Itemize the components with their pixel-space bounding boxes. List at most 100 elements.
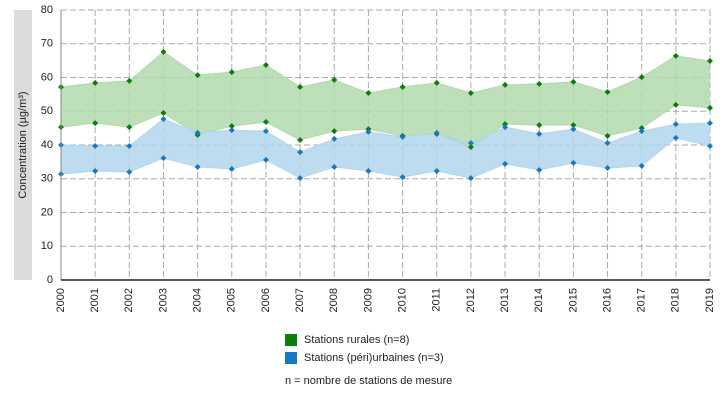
x-tick-label: 2013	[499, 288, 511, 312]
y-tick-label: 10	[41, 240, 53, 252]
legend-swatch	[285, 334, 297, 346]
marker	[228, 127, 235, 134]
legend-swatch	[285, 352, 297, 364]
range-edge	[60, 104, 711, 148]
marker	[160, 48, 167, 55]
marker	[502, 121, 509, 128]
marker	[160, 155, 167, 162]
marker	[638, 74, 645, 81]
marker	[92, 79, 99, 86]
marker	[194, 163, 201, 170]
note: n = nombre de stations de mesure	[285, 375, 452, 387]
marker	[433, 167, 440, 174]
x-tick-label: 2006	[260, 288, 272, 312]
x-tick-label: 2000	[55, 288, 67, 312]
marker	[672, 101, 679, 108]
marker	[92, 167, 99, 174]
marker	[467, 144, 474, 151]
marker	[433, 79, 440, 86]
y-tick-label: 80	[41, 4, 53, 16]
marker	[536, 130, 543, 137]
marker	[604, 164, 611, 171]
x-tick-label: 2008	[328, 288, 340, 312]
marker	[126, 169, 133, 175]
marker	[228, 165, 235, 172]
marker	[707, 120, 713, 127]
legend-label: Stations (péri)urbaines (n=3)	[304, 352, 444, 364]
marker	[399, 174, 406, 181]
marker	[160, 109, 167, 116]
marker	[331, 76, 338, 83]
marker	[638, 162, 645, 169]
marker	[126, 143, 133, 150]
marker	[399, 133, 406, 140]
marker	[570, 122, 577, 129]
x-tick-label: 2016	[601, 288, 613, 312]
marker	[672, 121, 679, 128]
marker	[502, 160, 509, 167]
marker	[194, 72, 201, 79]
marker	[365, 90, 372, 97]
marker	[467, 90, 474, 97]
marker	[502, 81, 509, 88]
y-tick-label: 50	[41, 105, 53, 117]
marker	[707, 104, 713, 111]
x-tick-label: 2004	[192, 288, 204, 312]
marker	[604, 139, 611, 146]
marker	[262, 156, 269, 163]
marker	[536, 80, 543, 87]
range-edge	[60, 118, 711, 153]
marker	[707, 57, 713, 64]
marker	[262, 119, 269, 126]
marker	[604, 89, 611, 96]
y-tick-label: 30	[41, 173, 53, 185]
marker	[467, 139, 474, 146]
marker	[570, 126, 577, 133]
marker	[331, 135, 338, 142]
marker	[604, 132, 611, 139]
range-band	[61, 119, 710, 179]
marker	[331, 163, 338, 170]
range-edge	[60, 137, 711, 179]
marker	[672, 52, 679, 59]
x-tick-label: 2010	[396, 288, 408, 312]
x-tick-label: 2011	[431, 288, 443, 312]
x-tick-label: 2005	[226, 288, 238, 312]
y-tick-label: 60	[41, 71, 53, 83]
marker	[297, 149, 304, 156]
marker	[126, 124, 133, 131]
marker	[228, 69, 235, 76]
x-tick-label: 2002	[123, 288, 135, 312]
marker	[126, 77, 133, 84]
y-tick-label: 20	[41, 206, 53, 218]
marker	[160, 116, 167, 123]
marker	[92, 120, 99, 127]
marker	[262, 62, 269, 69]
y-tick-label: 70	[41, 38, 53, 50]
marker	[672, 134, 679, 141]
marker	[365, 167, 372, 174]
marker	[297, 83, 304, 90]
marker	[262, 128, 269, 135]
x-tick-label: 2003	[157, 288, 169, 312]
x-tick-label: 2015	[567, 288, 579, 312]
marker	[92, 143, 99, 150]
y-tick-label: 0	[47, 274, 53, 286]
y-axis-label: Concentration (µg/m³)	[17, 91, 29, 198]
marker	[297, 175, 304, 182]
marker	[365, 128, 372, 135]
marker	[707, 143, 713, 150]
marker	[194, 129, 201, 136]
y-label-band	[14, 10, 32, 280]
marker	[399, 83, 406, 90]
range-band	[61, 51, 710, 148]
x-tick-label: 2019	[704, 288, 716, 312]
marker	[297, 136, 304, 143]
x-tick-label: 2009	[362, 288, 374, 312]
marker	[570, 159, 577, 166]
marker	[467, 175, 474, 182]
marker	[536, 122, 543, 129]
marker	[502, 124, 509, 131]
x-tick-label: 2014	[533, 288, 545, 312]
